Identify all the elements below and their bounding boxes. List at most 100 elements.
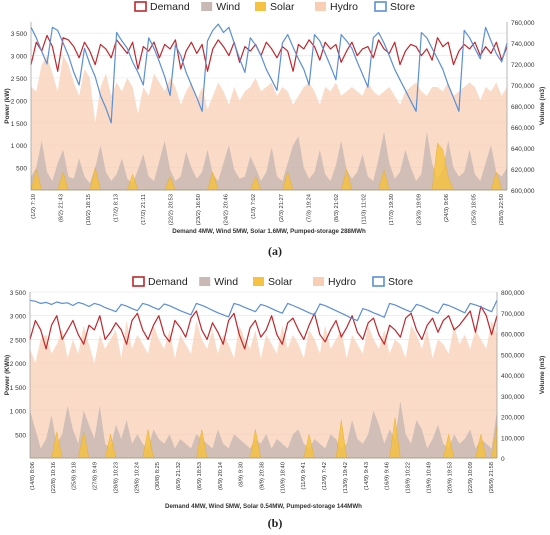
chart-a-legend-label-wind: Wind [216, 1, 240, 13]
chart-b-legend-swatch-demand [132, 276, 145, 287]
chart-b-ylabel-right: Volume (m3) [539, 356, 546, 395]
chart-b-left-tick-label: 500 [15, 432, 26, 439]
chart-a-x-tick-label: (10/2) 18:15 [86, 194, 92, 225]
chart-a-right-tick-label: 720,000 [511, 62, 535, 69]
chart-b-svg: Demand Wind Solar Hydro Store 500 1 000 1 500 2 … [4, 276, 546, 510]
chart-a-x-tick-label: (17/3) 19:30 [389, 194, 395, 225]
chart-b-x-tick-label: (9/9) 20:38 [260, 462, 266, 490]
chart-panel-a: Demand Wind Solar Hydro Store 500 1 000 1 500 2 … [0, 0, 550, 262]
panel-label-a: (a) [268, 244, 282, 258]
chart-b-right-tick-label: 600,000 [501, 332, 525, 339]
chart-a-legend-swatch-demand [134, 1, 147, 12]
chart-b-ylabel-left: Power (KWh) [4, 355, 11, 395]
chart-a-left-tick-label: 2 500 [11, 76, 28, 83]
chart-a-x-tick-label: (2/3) 21:27 [279, 194, 285, 222]
chart-b-x-tick-label: (22/8) 10:16 [51, 462, 57, 493]
chart-a-legend-label-solar: Solar [270, 1, 295, 13]
chart-a-legend-label-store: Store [390, 1, 415, 13]
chart-b-x-tick-label: (18/9) 10:22 [406, 462, 412, 493]
chart-b-x-tick-label: (26/9) 21:58 [489, 462, 495, 493]
chart-b-left-tick-label: 2 500 [10, 337, 27, 344]
chart-a-x-tick-label: (1/3) 7:02 [251, 194, 257, 219]
chart-b-series-demand-line [29, 305, 498, 350]
chart-a-x-tick-label: (22/2) 20:53 [169, 194, 175, 225]
chart-b-legend-label-demand: Demand [148, 276, 188, 288]
chart-b-x-tick-label: (20/9) 19:53 [447, 462, 453, 493]
chart-a-legend-swatch-wind [201, 2, 213, 11]
chart-a-right-tick-label: 640,000 [511, 146, 535, 153]
chart-a-right-tick-label: 680,000 [511, 104, 535, 111]
chart-b-series-hydro-area [30, 320, 497, 458]
chart-a-x-tick-label: (23/3) 19:09 [416, 194, 422, 225]
chart-b-legend-swatch-hydro [313, 277, 324, 286]
chart-a-left-tick-label: 1 000 [11, 143, 28, 150]
chart-b-legend: Demand Wind Solar Hydro Store [132, 276, 413, 288]
chart-a-x-tick-label: (17/2) 8:13 [114, 194, 120, 222]
chart-panel-b: Demand Wind Solar Hydro Store 500 1 000 1 500 2 … [0, 268, 550, 535]
chart-b-right-tick-label: 500,000 [501, 352, 525, 359]
chart-b-x-tick-label: (25/8) 9:18 [72, 462, 78, 490]
chart-a-svg: Demand Wind Solar Hydro Store 500 1 000 1 500 2 … [4, 1, 546, 235]
chart-a-x-tick-label: (28/3) 22:50 [499, 194, 505, 225]
chart-a-x-tick-label: (11/3) 11:02 [361, 194, 367, 224]
chart-b-x-tick-label: (6/9) 20:14 [218, 461, 224, 490]
chart-b-x-tick-label: (14/9) 9:43 [364, 462, 370, 490]
chart-a-legend-label-demand: Demand [150, 1, 190, 13]
chart-a-legend-swatch-solar [255, 2, 266, 11]
chart-b-x-tick-label: (30/8) 8:25 [155, 462, 161, 490]
chart-a-right-tick-label: 740,000 [511, 41, 535, 48]
chart-a-right-tick-label: 600,000 [511, 188, 535, 195]
chart-a-left-tick-label: 1 500 [11, 121, 28, 128]
chart-b-x-tick-label: (6/9) 18:53 [197, 462, 203, 490]
chart-b-right-tick-label: 700,000 [501, 311, 525, 318]
chart-a-x-tick-label: (23/2) 16:50 [196, 194, 202, 225]
chart-b-x-tick-label: (28/8) 10:23 [114, 462, 120, 493]
chart-a-x-tick-label: (17/2) 21:11 [141, 194, 147, 225]
chart-a-left-tick-label: 500 [16, 166, 27, 173]
chart-b-xlabel: Demand 4MW, Wind 5MW, Solar 0.54MW, Pump… [165, 503, 362, 510]
chart-b-x-tick-label: (6/9) 21:32 [176, 462, 182, 490]
chart-b-x-tick-label: (16/9) 9:46 [385, 462, 391, 490]
chart-b-left-tick-label: 3 000 [10, 314, 27, 321]
chart-a-x-tick-label: (24/3) 9:06 [444, 194, 450, 222]
chart-a-right-tick-label: 620,000 [511, 167, 535, 174]
chart-b-left-tick-label: 2 000 [10, 361, 27, 368]
chart-a-right-tick-label: 700,000 [511, 83, 535, 90]
chart-a-xlabel: Demand 4MW, Wind 5MW, Solar 1.6MW, Pumpe… [172, 228, 366, 235]
chart-b-right-tick-label: 200,000 [501, 415, 525, 422]
chart-b-legend-swatch-wind [199, 277, 211, 286]
chart-b-x-tick-label: (19/9) 10:49 [426, 462, 432, 493]
chart-b-x-tick-label: (12/9) 7:42 [322, 462, 328, 490]
chart-a-x-tick-label: (24/2) 20:46 [224, 194, 230, 225]
chart-a-series-store-line [30, 23, 508, 124]
chart-b-x-tick-label: (10/9) 18:40 [280, 462, 286, 493]
chart-b-left-tick-label: 1 000 [10, 409, 27, 416]
chart-a-x-tick-label: (8/2) 21:43 [59, 194, 65, 222]
chart-b-right-tick-label: 300,000 [501, 394, 525, 401]
chart-a-legend: Demand Wind Solar Hydro Store [134, 1, 415, 13]
chart-b-series-store-line [29, 299, 498, 322]
chart-b-legend-label-solar: Solar [268, 276, 293, 288]
chart-a-series-wind-area [31, 131, 507, 190]
chart-a-x-tick-label: (1/2) 7:10 [31, 194, 37, 219]
chart-b-x-tick-label: (11/9) 9:41 [301, 462, 307, 490]
chart-a-right-tick-label: 660,000 [511, 125, 535, 132]
chart-b-legend-label-store: Store [388, 276, 413, 288]
chart-b-series-wind-area [30, 401, 497, 458]
chart-a-left-tick-label: 3 000 [11, 54, 28, 61]
chart-a-x-tick-label: (8/3) 21:02 [334, 194, 340, 222]
chart-b-right-tick-label: 400,000 [501, 373, 525, 380]
chart-b-right-tick-label: 800,000 [501, 290, 525, 297]
chart-b-x-tick-label: (29/8) 10:24 [134, 461, 140, 493]
chart-b-legend-swatch-store [372, 276, 385, 287]
chart-a-legend-label-hydro: Hydro [330, 1, 358, 13]
chart-b-right-tick-label: 100,000 [501, 435, 525, 442]
chart-b-x-tick-label: (8/9) 9:30 [239, 462, 245, 487]
chart-a-right-tick-label: 760,000 [511, 20, 535, 27]
chart-b-x-tick-label: (27/8) 9:49 [93, 462, 99, 490]
chart-b-left-tick-label: 3 500 [10, 290, 27, 297]
chart-a-left-tick-label: 2 000 [11, 98, 28, 105]
chart-a-legend-swatch-store [374, 1, 387, 12]
chart-b-legend-label-wind: Wind [214, 276, 238, 288]
chart-a-series-demand-line [30, 34, 508, 72]
